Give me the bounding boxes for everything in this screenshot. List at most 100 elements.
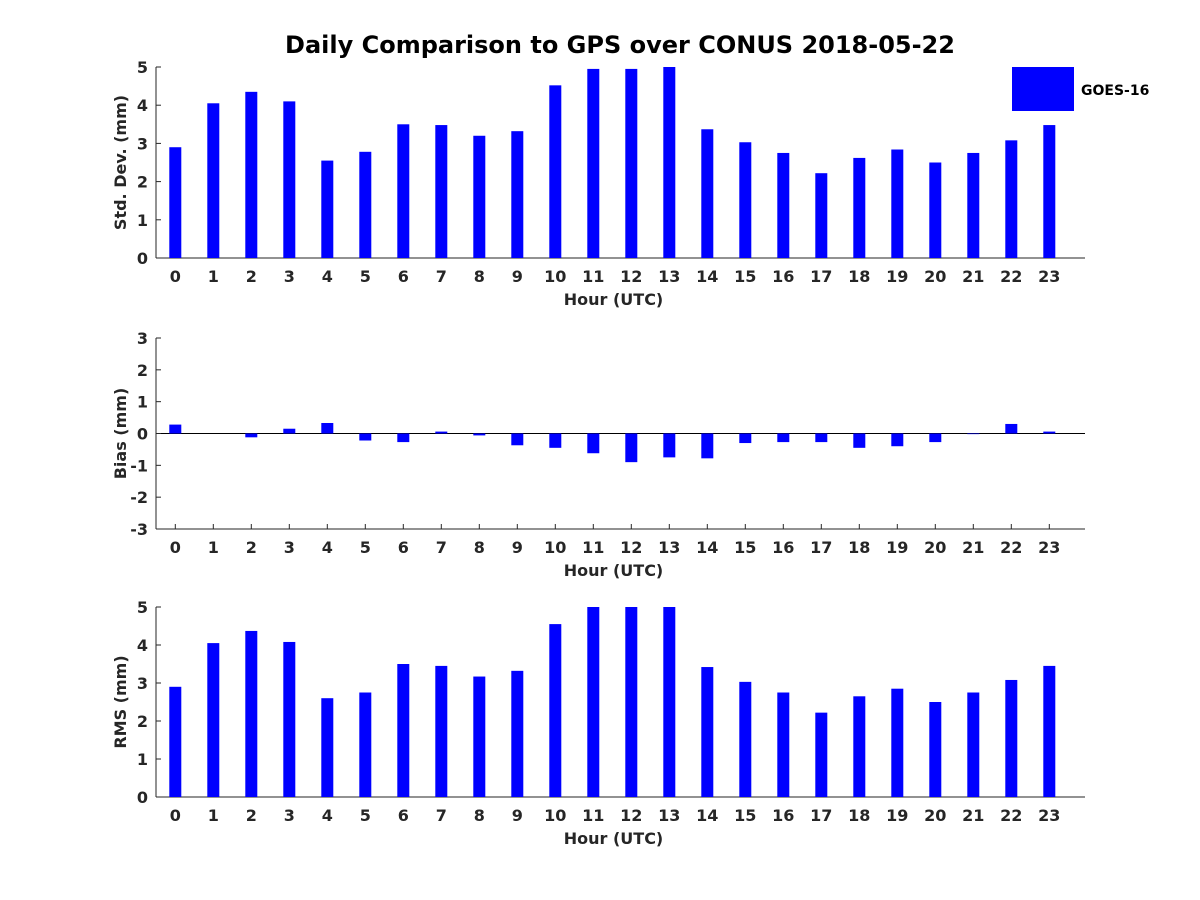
x-tick-label: 14	[696, 538, 718, 557]
x-tick-label: 4	[322, 267, 333, 286]
legend-label: GOES-16	[1081, 83, 1149, 99]
x-tick-label: 5	[360, 538, 371, 557]
x-tick-label: 12	[620, 538, 642, 557]
x-tick-label: 18	[848, 267, 870, 286]
bar	[511, 670, 524, 797]
bar	[929, 702, 942, 797]
x-tick-label: 17	[810, 538, 832, 557]
y-tick-label: 2	[137, 712, 148, 731]
x-tick-label: 17	[810, 806, 832, 825]
x-tick-label: 20	[924, 806, 946, 825]
bar	[511, 131, 524, 258]
bar	[701, 667, 714, 797]
x-tick-label: 23	[1038, 538, 1060, 557]
bar	[777, 433, 790, 443]
y-tick-label: 2	[137, 173, 148, 192]
y-tick-label: 2	[137, 361, 148, 380]
bar	[891, 433, 904, 447]
x-tick-label: 14	[696, 806, 718, 825]
y-tick-label: 0	[137, 788, 148, 807]
x-tick-label: 15	[734, 538, 756, 557]
bar	[1005, 423, 1018, 434]
x-tick-label: 13	[658, 538, 680, 557]
bar	[435, 431, 448, 434]
x-tick-label: 4	[322, 538, 333, 557]
bar	[1043, 665, 1056, 797]
x-tick-label: 17	[810, 267, 832, 286]
bar	[1043, 125, 1056, 259]
x-tick-label: 8	[474, 806, 485, 825]
x-axis-label: Hour (UTC)	[564, 561, 664, 580]
bar	[853, 157, 866, 258]
x-tick-label: 5	[360, 806, 371, 825]
x-tick-label: 6	[398, 538, 409, 557]
x-tick-label: 10	[544, 267, 566, 286]
x-tick-label: 16	[772, 806, 794, 825]
y-tick-label: 3	[137, 134, 148, 153]
bar	[549, 433, 562, 448]
x-tick-label: 10	[544, 806, 566, 825]
x-tick-label: 0	[170, 267, 181, 286]
chart-title: Daily Comparison to GPS over CONUS 2018-…	[285, 31, 955, 59]
y-tick-label: 3	[137, 674, 148, 693]
bar	[663, 67, 676, 258]
bar	[207, 103, 220, 258]
bar	[587, 68, 600, 258]
y-tick-label: 5	[137, 58, 148, 77]
bar	[967, 692, 980, 797]
y-tick-label: -2	[130, 488, 148, 507]
x-tick-label: 18	[848, 806, 870, 825]
x-tick-label: 11	[582, 267, 604, 286]
x-tick-label: 20	[924, 538, 946, 557]
bar	[321, 160, 334, 258]
bar	[359, 433, 372, 441]
y-tick-label: 0	[137, 249, 148, 268]
x-tick-label: 21	[962, 538, 984, 557]
x-tick-label: 19	[886, 267, 908, 286]
bar	[1005, 679, 1018, 797]
bar	[549, 624, 562, 797]
y-tick-label: 1	[137, 211, 148, 230]
bar	[587, 433, 600, 454]
bar	[169, 424, 182, 434]
x-tick-label: 21	[962, 806, 984, 825]
x-tick-label: 13	[658, 267, 680, 286]
x-tick-label: 9	[512, 538, 523, 557]
legend-swatch	[1012, 67, 1074, 111]
x-tick-label: 2	[246, 806, 257, 825]
x-tick-label: 10	[544, 538, 566, 557]
y-tick-label: 1	[137, 750, 148, 769]
bar	[169, 686, 182, 797]
x-tick-label: 20	[924, 267, 946, 286]
x-tick-label: 19	[886, 538, 908, 557]
bar	[473, 433, 486, 436]
x-tick-label: 7	[436, 267, 447, 286]
x-tick-label: 12	[620, 267, 642, 286]
x-tick-label: 1	[208, 806, 219, 825]
x-axis-label: Hour (UTC)	[564, 829, 664, 848]
legend: GOES-16	[1012, 67, 1149, 111]
bar	[473, 676, 486, 797]
bar	[1043, 431, 1056, 434]
x-tick-label: 3	[284, 538, 295, 557]
bar	[739, 433, 752, 444]
x-tick-label: 23	[1038, 267, 1060, 286]
bar	[625, 68, 638, 258]
y-tick-label: 3	[137, 329, 148, 348]
bar	[321, 698, 334, 797]
x-tick-label: 11	[582, 538, 604, 557]
bar	[473, 135, 486, 258]
bar	[1005, 140, 1018, 258]
y-tick-label: 4	[137, 636, 148, 655]
bar	[891, 149, 904, 258]
x-tick-label: 12	[620, 806, 642, 825]
x-tick-label: 15	[734, 806, 756, 825]
x-tick-label: 14	[696, 267, 718, 286]
x-tick-label: 11	[582, 806, 604, 825]
bar	[967, 152, 980, 258]
bar	[283, 641, 296, 797]
bar	[853, 696, 866, 797]
x-tick-label: 22	[1000, 267, 1022, 286]
